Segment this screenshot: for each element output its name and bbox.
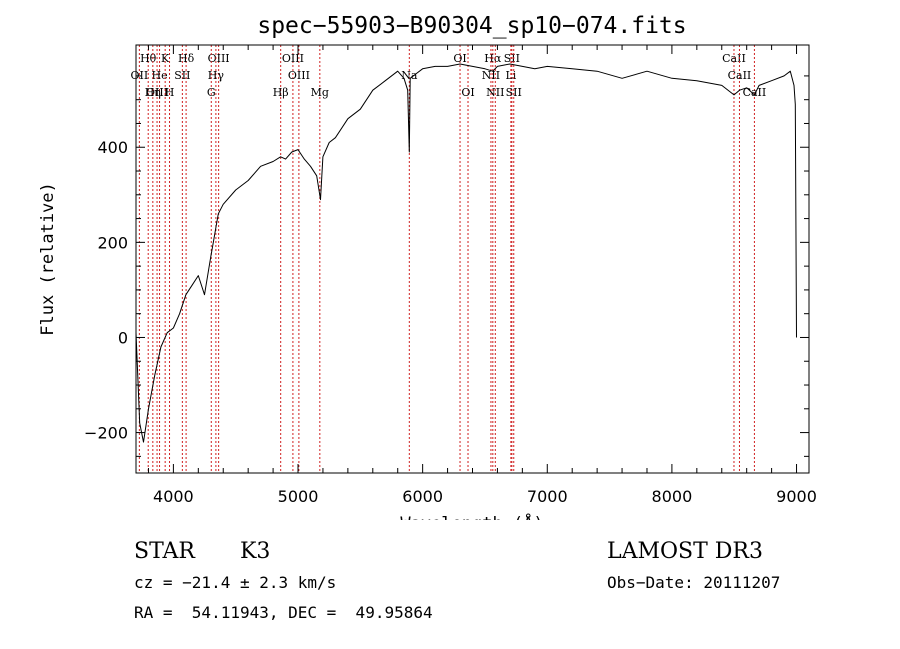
x-tick-label: 5000 <box>278 487 319 506</box>
plot-frame <box>135 44 810 474</box>
y-tick-label: 0 <box>118 328 128 347</box>
line-marker-label: Hα <box>484 52 502 65</box>
line-marker-label: H <box>165 86 175 99</box>
line-marker-label: Li <box>505 69 516 82</box>
line-marker-label: CaII <box>722 52 746 65</box>
x-axis: 4000 5000 6000 7000 8000 9000 <box>147 45 817 506</box>
line-marker-label: Na <box>401 69 418 82</box>
line-marker-label: G <box>207 86 216 99</box>
line-marker-label: OI <box>461 86 474 99</box>
y-tick-label: 200 <box>97 233 128 252</box>
chart-title: spec−55903−B90304_sp10−074.fits <box>257 13 686 39</box>
line-marker-label: OIII <box>282 52 304 65</box>
x-tick-label: 6000 <box>402 487 443 506</box>
line-marker-label: Hβ <box>273 86 289 99</box>
line-marker-label: CaII <box>728 69 752 82</box>
line-marker-label: OI <box>453 52 466 65</box>
line-marker-label: Hγ <box>208 69 225 82</box>
x-tick-label: 4000 <box>153 487 194 506</box>
y-tick-label: −200 <box>84 424 128 443</box>
object-class: STAR <box>134 539 195 564</box>
object-subclass: K3 <box>240 539 271 564</box>
line-marker-label: Mg <box>311 86 329 99</box>
x-tick-label: 9000 <box>776 487 817 506</box>
line-marker-label: Hη <box>145 86 161 99</box>
line-marker-label: OIII <box>146 86 168 99</box>
line-marker-label: Hδ <box>178 52 195 65</box>
line-marker-label: Hθ <box>140 52 157 65</box>
y-axis: −200 0 200 400 <box>84 75 809 457</box>
line-marker-label: OIII <box>208 52 230 65</box>
x-tick-label: 8000 <box>652 487 693 506</box>
observation-date: Obs−Date: 20111207 <box>607 573 781 592</box>
line-marker-label: K <box>161 52 170 65</box>
spectrum-series <box>135 63 797 443</box>
line-marker-label: OIII <box>288 69 310 82</box>
x-axis-label: Wavelength (Å) <box>400 512 543 520</box>
line-marker-label: SII <box>174 69 190 82</box>
line-marker-label: NII <box>486 86 504 99</box>
line-marker-label: SII <box>504 52 520 65</box>
redshift-velocity: cz = −21.4 ± 2.3 km/s <box>134 573 337 592</box>
series-line-0 <box>135 63 797 443</box>
y-tick-label: 400 <box>97 138 128 157</box>
line-marker-label: SII <box>506 86 522 99</box>
x-tick-label: 7000 <box>527 487 568 506</box>
coordinates: RA = 54.11943, DEC = 49.95864 <box>134 603 433 622</box>
line-marker-label: He <box>152 69 168 82</box>
survey-name: LAMOST DR3 <box>607 539 763 564</box>
y-axis-label: Flux (relative) <box>38 182 58 336</box>
